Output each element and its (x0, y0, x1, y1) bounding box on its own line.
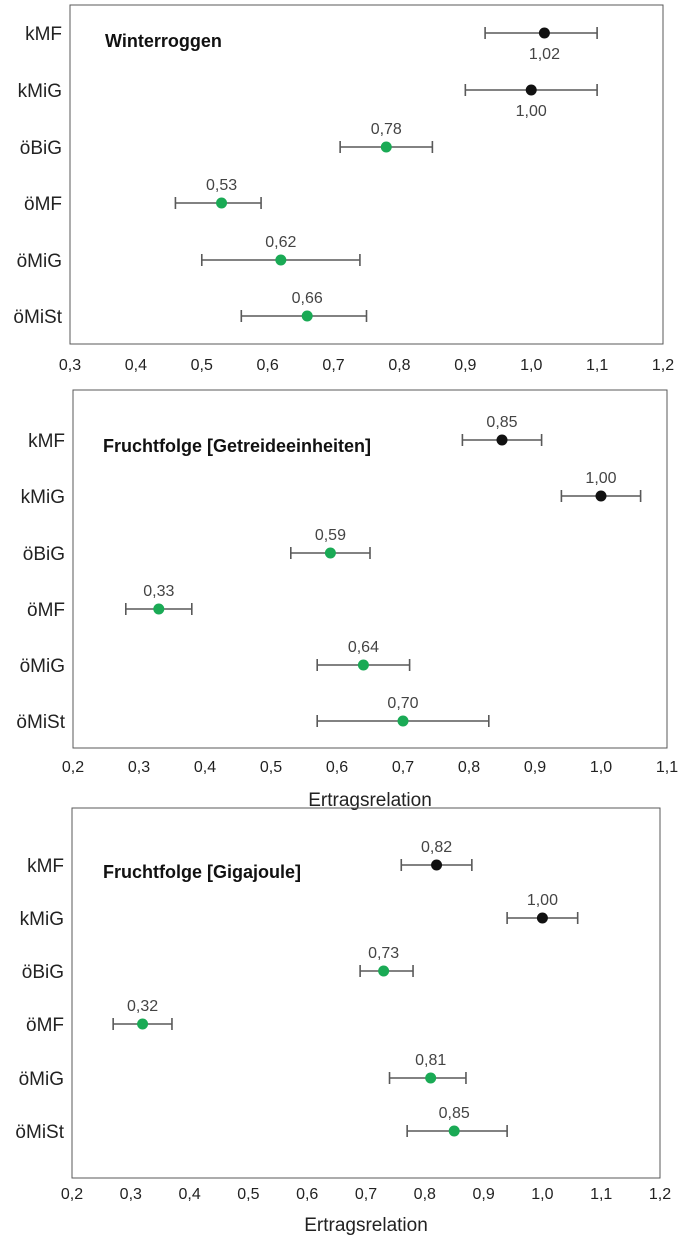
data-point (216, 197, 228, 209)
data-point (301, 310, 313, 322)
data-point (431, 859, 443, 871)
x-tick-label: 0,9 (524, 759, 546, 776)
category-label: öMiSt (13, 307, 62, 328)
x-tick-label: 0,5 (237, 1186, 259, 1203)
plot-frame (72, 389, 668, 749)
x-tick-label: 0,7 (322, 357, 344, 374)
plot-frame (71, 807, 661, 1179)
category-label: kMiG (20, 909, 64, 930)
x-tick-label: 0,3 (120, 1186, 142, 1203)
x-tick-label: 1,2 (652, 357, 674, 374)
data-label: 0,64 (348, 639, 379, 656)
x-axis-title: Ertragsrelation (308, 790, 432, 811)
x-tick-label: 0,9 (472, 1186, 494, 1203)
category-label: öMF (27, 600, 65, 621)
data-label: 1,02 (529, 46, 560, 63)
chart-panel-1: Winterroggen 0,3 0,4 0,5 0,6 0,7 0,8 0,9 1,0 1,1 1… (13, 4, 674, 374)
category-label: kMF (25, 24, 62, 45)
x-tick-label: 0,5 (260, 759, 282, 776)
x-tick-label: 1,0 (520, 357, 542, 374)
data-point (425, 1072, 437, 1084)
x-tick-label: 0,2 (62, 759, 84, 776)
data-label: 0,33 (143, 583, 174, 600)
data-label: 0,73 (368, 945, 399, 962)
category-label: öMiG (19, 1069, 64, 1090)
category-label: kMiG (21, 487, 65, 508)
category-label: öBiG (23, 544, 65, 565)
data-point (324, 547, 336, 559)
data-label: 1,00 (516, 103, 547, 120)
category-label: kMF (28, 431, 65, 452)
data-point (538, 27, 550, 39)
chart-panel-3: Fruchtfolge [Gigajoule] 0,2 0,3 0,4 0,5 0,6 0,… (15, 807, 671, 1236)
data-point (357, 659, 369, 671)
x-tick-label: 0,7 (355, 1186, 377, 1203)
category-label: öMF (26, 1015, 64, 1036)
panel-title: Fruchtfolge [Getreideeinheiten] (103, 436, 371, 456)
x-tick-label: 0,4 (178, 1186, 200, 1203)
x-tick-label: 0,2 (61, 1186, 83, 1203)
x-tick-label: 0,6 (257, 357, 279, 374)
x-tick-label: 0,5 (191, 357, 213, 374)
data-point (275, 254, 287, 266)
data-label: 0,82 (421, 839, 452, 856)
data-label: 0,85 (439, 1105, 470, 1122)
category-label: öMiSt (15, 1122, 64, 1143)
category-label: kMF (27, 856, 64, 877)
category-label: öMiG (17, 251, 62, 272)
data-label: 0,32 (127, 998, 158, 1015)
data-label: 0,62 (265, 234, 296, 251)
x-tick-label: 0,4 (194, 759, 216, 776)
panel-title: Winterroggen (105, 31, 222, 51)
x-tick-label: 1,1 (590, 1186, 612, 1203)
data-label: 0,85 (486, 414, 517, 431)
panel-title: Fruchtfolge [Gigajoule] (103, 862, 301, 882)
x-tick-label: 0,3 (59, 357, 81, 374)
data-point (536, 912, 548, 924)
data-point (496, 434, 508, 446)
data-label: 0,59 (315, 527, 346, 544)
x-tick-label: 0,8 (388, 357, 410, 374)
x-tick-label: 0,8 (414, 1186, 436, 1203)
data-point (380, 141, 392, 153)
data-label: 0,78 (371, 121, 402, 138)
data-label: 1,00 (527, 892, 558, 909)
data-point (525, 84, 537, 96)
x-tick-label: 1,0 (590, 759, 612, 776)
x-tick-label: 0,9 (454, 357, 476, 374)
category-label: öBiG (20, 138, 62, 159)
data-point (137, 1018, 149, 1030)
data-point (595, 490, 607, 502)
x-tick-label: 1,0 (531, 1186, 553, 1203)
data-point (448, 1125, 460, 1137)
data-point (153, 603, 165, 615)
x-tick-label: 0,4 (125, 357, 147, 374)
plot-frame (69, 4, 664, 345)
x-axis-title: Ertragsrelation (304, 1215, 428, 1236)
data-label: 0,70 (387, 695, 418, 712)
category-label: öBiG (22, 962, 64, 983)
x-tick-label: 0,7 (392, 759, 414, 776)
x-tick-label: 1,1 (656, 759, 678, 776)
data-point (378, 965, 390, 977)
category-label: öMF (24, 194, 62, 215)
x-tick-label: 0,3 (128, 759, 150, 776)
data-label: 0,66 (292, 290, 323, 307)
x-tick-label: 1,1 (586, 357, 608, 374)
category-label: kMiG (18, 81, 62, 102)
data-label: 0,53 (206, 177, 237, 194)
chart-panel-2: Fruchtfolge [Getreideeinheiten] 0,2 0,3 0,4… (16, 389, 678, 811)
x-tick-label: 1,2 (649, 1186, 671, 1203)
x-tick-label: 0,6 (326, 759, 348, 776)
data-label: 0,81 (415, 1052, 446, 1069)
x-tick-label: 0,8 (458, 759, 480, 776)
data-point (397, 715, 409, 727)
x-tick-label: 0,6 (296, 1186, 318, 1203)
data-label: 1,00 (585, 470, 616, 487)
category-label: öMiSt (16, 712, 65, 733)
category-label: öMiG (20, 656, 65, 677)
